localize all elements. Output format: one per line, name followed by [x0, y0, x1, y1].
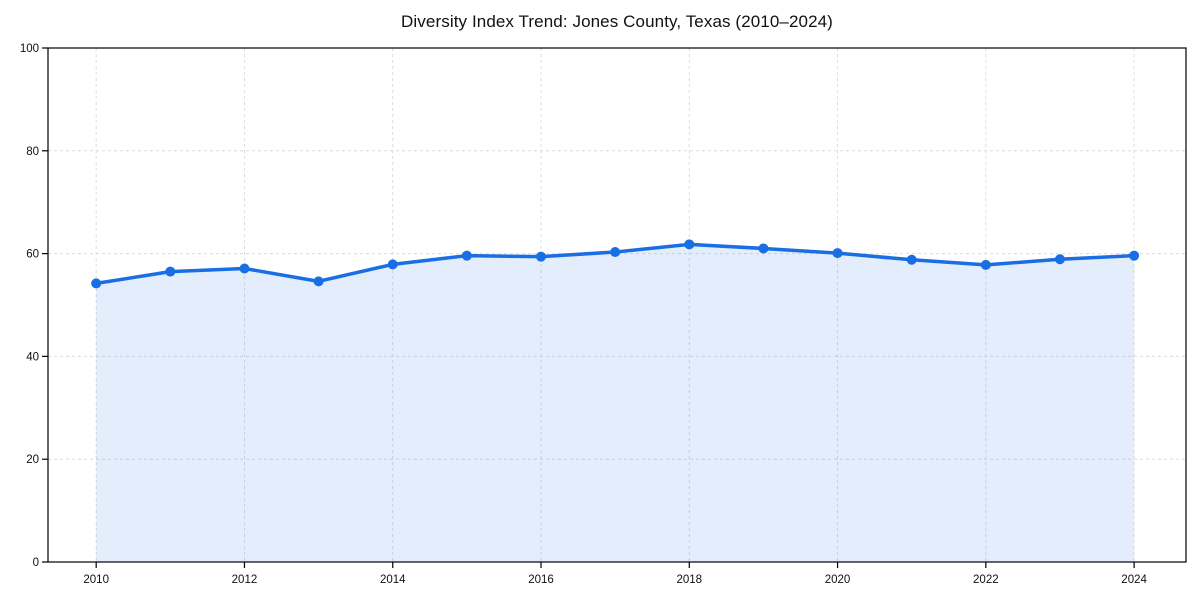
- x-tick-label: 2016: [528, 574, 554, 586]
- x-tick-label: 2024: [1121, 574, 1147, 586]
- y-tick-label: 40: [26, 351, 39, 363]
- data-point: [91, 278, 102, 289]
- x-tick-label: 2014: [380, 574, 406, 586]
- data-point: [610, 247, 621, 258]
- data-point: [758, 243, 769, 254]
- y-tick-label: 80: [26, 146, 39, 158]
- data-point: [980, 259, 991, 270]
- data-point: [461, 250, 472, 261]
- y-tick-label: 20: [26, 454, 39, 466]
- data-point: [906, 254, 917, 265]
- x-tick-label: 2012: [232, 574, 258, 586]
- y-tick-label: 0: [33, 557, 39, 569]
- y-tick-label: 100: [20, 43, 39, 55]
- data-point: [536, 251, 547, 262]
- data-point: [832, 248, 843, 259]
- x-tick-label: 2022: [973, 574, 999, 586]
- data-point: [239, 263, 250, 274]
- chart-title: Diversity Index Trend: Jones County, Tex…: [401, 12, 833, 31]
- data-point: [387, 259, 398, 270]
- data-point: [165, 266, 176, 277]
- x-tick-label: 2020: [825, 574, 851, 586]
- data-point: [1054, 254, 1065, 265]
- plot-border: [47, 47, 1187, 563]
- x-tick-label: 2018: [676, 574, 702, 586]
- x-tick-label: 2010: [83, 574, 109, 586]
- data-point: [684, 239, 695, 250]
- data-point: [1129, 250, 1140, 261]
- y-tick-label: 60: [26, 249, 39, 261]
- data-point: [313, 276, 324, 287]
- area-fill: [96, 244, 1135, 562]
